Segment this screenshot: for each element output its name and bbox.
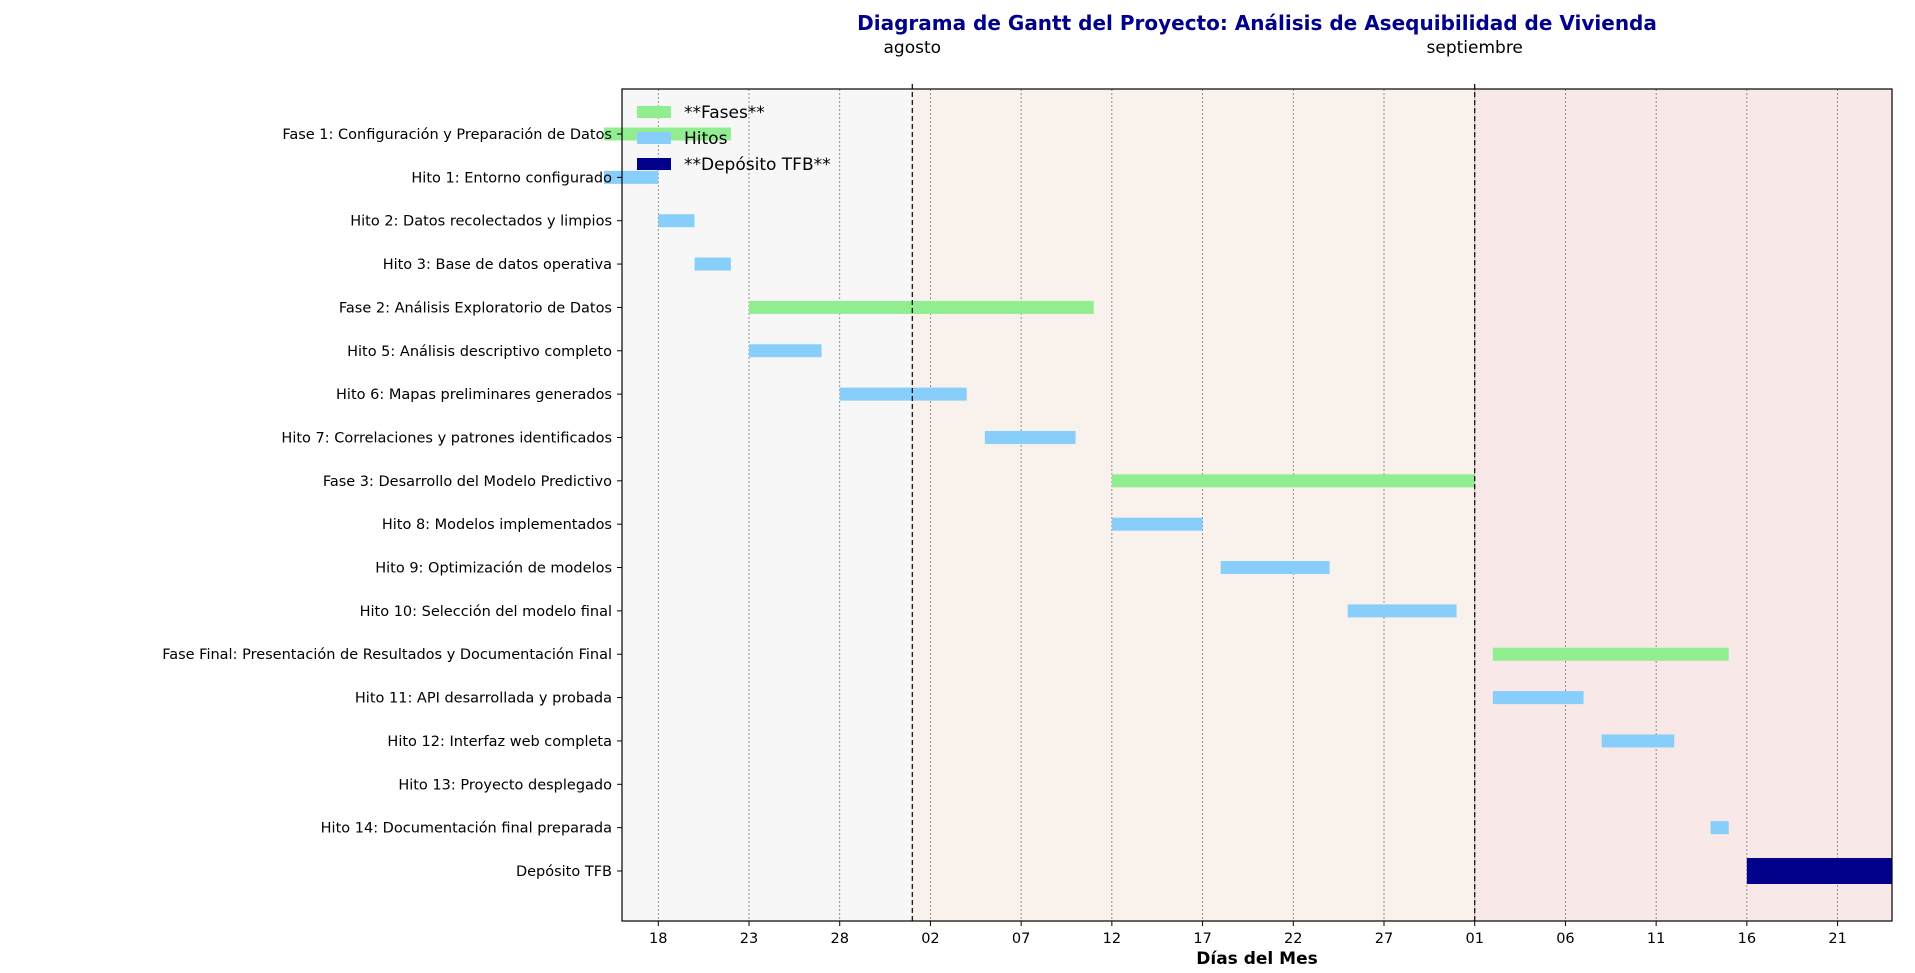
bar-hito <box>1347 604 1457 618</box>
month-label: septiembre <box>1427 38 1523 58</box>
x-tick-label: 01 <box>1465 931 1483 947</box>
y-tick-label: Hito 6: Mapas preliminares generados <box>336 387 612 403</box>
y-tick-label: Hito 12: Interfaz web completa <box>387 734 612 750</box>
x-tick-label: 16 <box>1738 931 1756 947</box>
y-tick-label: Fase 3: Desarrollo del Modelo Predictivo <box>323 474 612 490</box>
bar-hito <box>1111 517 1203 531</box>
y-tick-label: Hito 11: API desarrollada y probada <box>355 691 612 707</box>
legend-swatch <box>637 158 671 170</box>
month-shading-0 <box>622 89 913 921</box>
bar-hito <box>839 387 967 401</box>
x-tick-label: 07 <box>1012 931 1030 947</box>
x-tick-label: 23 <box>740 931 758 947</box>
y-tick-label: Hito 9: Optimización de modelos <box>375 561 612 577</box>
bar-deposito <box>1746 858 1892 884</box>
x-tick-label: 06 <box>1556 931 1574 947</box>
y-tick-label: Hito 2: Datos recolectados y limpios <box>350 214 612 230</box>
bar-hito <box>1710 821 1729 835</box>
y-tick-label: Hito 1: Entorno configurado <box>411 170 612 186</box>
y-axis: Fase 1: Configuración y Preparación de D… <box>162 127 622 880</box>
bar-hito <box>1601 734 1675 748</box>
legend-swatch <box>637 106 671 118</box>
bar-hito <box>1492 691 1584 705</box>
month-labels: agosto septiembre <box>884 38 1523 921</box>
legend-label: Hitos <box>684 129 728 149</box>
y-tick-label: Fase 2: Análisis Exploratorio de Datos <box>339 300 612 316</box>
x-tick-label: 21 <box>1828 931 1846 947</box>
month-shading-layer <box>622 89 1892 921</box>
bar-hito <box>658 214 695 228</box>
y-tick-label: Fase Final: Presentación de Resultados y… <box>162 647 612 663</box>
y-tick-label: Hito 14: Documentación final preparada <box>321 821 612 837</box>
month-label: agosto <box>884 38 942 58</box>
y-tick-label: Hito 3: Base de datos operativa <box>383 257 612 273</box>
y-tick-label: Hito 10: Selección del modelo final <box>360 604 612 620</box>
bar-fase <box>1111 474 1475 488</box>
bar-hito <box>603 170 659 184</box>
bar-fase <box>749 300 1094 314</box>
plot-frame <box>621 88 1893 922</box>
legend-swatch <box>637 132 671 144</box>
legend-label: **Fases** <box>684 103 765 123</box>
bar-hito <box>749 344 822 358</box>
x-tick-label: 02 <box>921 931 939 947</box>
y-tick-label: Hito 5: Análisis descriptivo completo <box>347 344 612 360</box>
x-axis-label: Días del Mes <box>1196 949 1317 969</box>
x-tick-label: 22 <box>1284 931 1302 947</box>
bar-hito <box>1220 561 1330 575</box>
x-tick-label: 27 <box>1375 931 1393 947</box>
x-tick-label: 11 <box>1647 931 1665 947</box>
x-axis: 18 23 28 02 07 12 17 22 27 01 06 11 16 21 <box>649 921 1847 947</box>
bar-hito <box>984 430 1076 444</box>
y-tick-label: Hito 8: Modelos implementados <box>382 517 612 533</box>
legend: **Fases** Hitos **Depósito TFB** <box>637 103 831 175</box>
month-shading-1 <box>912 89 1475 921</box>
y-tick-label: Fase 1: Configuración y Preparación de D… <box>282 127 612 143</box>
bar-hito <box>694 257 731 271</box>
x-tick-label: 18 <box>649 931 667 947</box>
legend-label: **Depósito TFB** <box>684 155 831 175</box>
month-shading-2 <box>1474 89 1892 921</box>
grid-layer <box>657 89 1838 921</box>
chart-title: Diagrama de Gantt del Proyecto: Análisis… <box>857 11 1657 35</box>
bars-layer <box>603 127 1892 884</box>
x-tick-label: 12 <box>1103 931 1121 947</box>
bar-fase <box>1492 647 1729 661</box>
y-tick-label: Hito 7: Correlaciones y patrones identif… <box>281 430 612 446</box>
x-tick-label: 28 <box>830 931 848 947</box>
y-tick-label: Depósito TFB <box>516 864 612 880</box>
y-tick-label: Hito 13: Proyecto desplegado <box>398 777 612 793</box>
x-tick-label: 17 <box>1193 931 1211 947</box>
